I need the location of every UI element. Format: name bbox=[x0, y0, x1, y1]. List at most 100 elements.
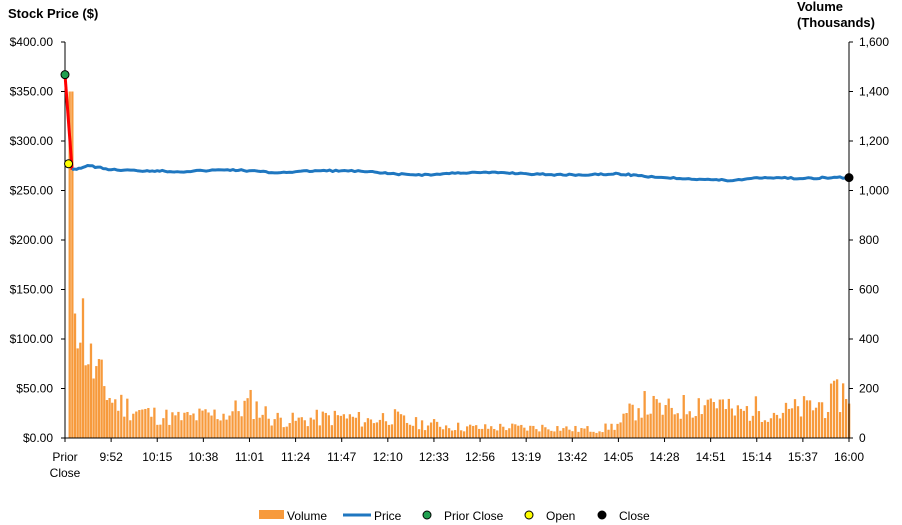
volume-bar bbox=[162, 418, 165, 438]
volume-bar bbox=[339, 415, 342, 438]
volume-bar bbox=[751, 415, 755, 438]
volume-bar bbox=[360, 426, 364, 438]
legend-label-close: Close bbox=[619, 509, 650, 523]
volume-bar bbox=[805, 400, 809, 438]
volume-bar bbox=[300, 417, 303, 438]
volume-bar bbox=[432, 419, 436, 438]
volume-bar bbox=[712, 402, 715, 438]
volume-bar bbox=[123, 416, 126, 438]
volume-bar bbox=[718, 399, 721, 438]
volume-bar bbox=[357, 411, 361, 438]
volume-bar bbox=[541, 424, 544, 438]
volume-bar bbox=[100, 359, 103, 438]
y-right-tick-label: 1,000 bbox=[859, 184, 889, 198]
volume-bar bbox=[120, 394, 123, 438]
volume-bar bbox=[685, 414, 688, 438]
volume-bar bbox=[691, 417, 694, 438]
volume-bar bbox=[526, 430, 529, 438]
volume-bar bbox=[700, 414, 703, 438]
volume-bar bbox=[375, 422, 379, 438]
volume-bar bbox=[171, 412, 174, 438]
price-line bbox=[71, 163, 850, 183]
x-tick-label: 16:00 bbox=[834, 450, 864, 464]
volume-bar bbox=[592, 431, 595, 438]
volume-bar bbox=[640, 417, 643, 438]
volume-bar bbox=[351, 416, 355, 438]
volume-bar bbox=[342, 414, 346, 438]
volume-bar bbox=[165, 409, 168, 438]
volume-bar bbox=[505, 430, 508, 438]
volume-bar bbox=[336, 415, 339, 438]
volume-bar bbox=[258, 417, 261, 438]
volume-bar bbox=[279, 417, 282, 438]
volume-bar bbox=[330, 425, 333, 438]
volume-bar bbox=[610, 423, 613, 438]
volume-bar bbox=[267, 418, 270, 438]
volume-bar bbox=[793, 399, 797, 438]
volume-bar bbox=[748, 420, 752, 438]
volume-bar bbox=[114, 399, 117, 438]
y-left-tick-label: $200.00 bbox=[10, 233, 54, 247]
volume-bar bbox=[270, 425, 273, 438]
volume-bar bbox=[568, 429, 571, 438]
volume-bar bbox=[658, 402, 661, 438]
volume-bar bbox=[580, 428, 583, 438]
volume-bar bbox=[613, 429, 616, 438]
volume-bar bbox=[475, 425, 478, 438]
volume-bar bbox=[517, 425, 520, 438]
volume-bar bbox=[763, 420, 767, 438]
volume-bar bbox=[628, 403, 631, 438]
y-left-tick-label: $0.00 bbox=[23, 431, 53, 445]
volume-bar bbox=[616, 423, 619, 438]
legend-swatch-close bbox=[597, 510, 607, 520]
volume-bar bbox=[556, 426, 559, 438]
volume-bar bbox=[252, 419, 255, 438]
volume-bar bbox=[661, 414, 664, 438]
volume-bar bbox=[378, 419, 382, 438]
x-tick-label: 10:38 bbox=[188, 450, 218, 464]
volume-bar bbox=[727, 398, 730, 438]
volume-bar bbox=[565, 426, 568, 438]
volume-bar bbox=[132, 413, 135, 438]
volume-bar bbox=[574, 425, 577, 438]
volume-bar bbox=[210, 415, 213, 438]
volume-bar bbox=[95, 366, 98, 438]
x-tick-label: 14:51 bbox=[696, 450, 726, 464]
volume-bar bbox=[673, 414, 676, 438]
volume-bar bbox=[177, 411, 180, 438]
volume-bar bbox=[493, 428, 496, 438]
volume-bar bbox=[826, 411, 830, 438]
volume-bar bbox=[820, 402, 824, 438]
legend-label-price: Price bbox=[374, 509, 402, 523]
volume-bar bbox=[655, 399, 658, 438]
volume-bar bbox=[282, 427, 285, 438]
volume-bar bbox=[829, 383, 833, 438]
volume-bar bbox=[709, 398, 712, 438]
volume-bar bbox=[721, 399, 724, 438]
volume-bar bbox=[147, 408, 150, 438]
volume-bar bbox=[420, 420, 424, 438]
volume-bar bbox=[490, 426, 493, 438]
volume-bar bbox=[76, 348, 79, 438]
price-layer bbox=[60, 70, 854, 183]
volume-bar bbox=[103, 386, 106, 438]
open-marker bbox=[64, 159, 74, 169]
volume-bar bbox=[484, 424, 487, 438]
x-tick-label: 12:56 bbox=[465, 450, 495, 464]
volume-bar bbox=[649, 413, 652, 438]
y-right-axis-title: Volume (Thousands) bbox=[797, 0, 875, 30]
volume-bar bbox=[772, 412, 776, 438]
volume-bar bbox=[841, 383, 845, 438]
volume-bar bbox=[408, 424, 412, 438]
volume-bar bbox=[117, 410, 120, 438]
volume-bar bbox=[246, 398, 249, 438]
volume-bar bbox=[174, 415, 177, 438]
volume-bar bbox=[757, 411, 761, 438]
volume-bar bbox=[426, 425, 430, 438]
volume-bar bbox=[138, 410, 141, 438]
volume-bar bbox=[198, 408, 201, 438]
volume-bar bbox=[781, 412, 785, 438]
volume-bar bbox=[450, 430, 454, 438]
volume-bar bbox=[71, 91, 74, 438]
